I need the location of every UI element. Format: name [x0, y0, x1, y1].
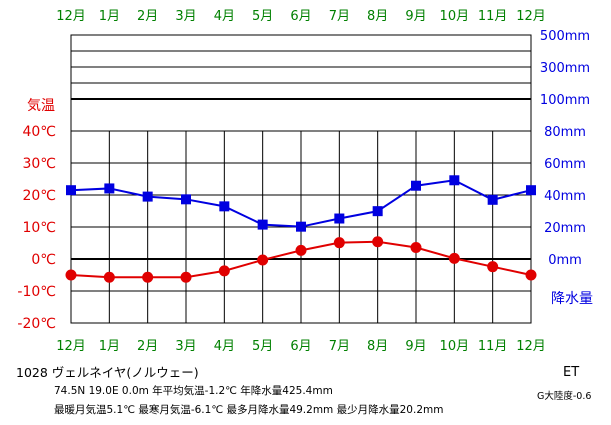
station-stats-line1: 74.5N 19.0E 0.0m 年平均気温-1.2℃ 年降水量425.4mm	[54, 385, 333, 397]
precipitation-point	[334, 213, 345, 224]
precipitation-point	[219, 201, 230, 212]
temperature-point	[525, 269, 537, 281]
month-label: 11月	[478, 339, 508, 354]
month-label: 2月	[137, 9, 158, 24]
precipitation-tick-label: 80mm	[544, 125, 586, 140]
month-label: 4月	[214, 339, 235, 354]
month-labels-top: 12月 1月 2月 3月 4月 5月 6月 7月 8月 9月 10月 11月 12月	[56, 9, 546, 24]
month-label: 12月	[56, 339, 86, 354]
precipitation-tick-label: 40mm	[544, 189, 586, 204]
temperature-tick-label: 0℃	[31, 252, 56, 268]
month-label: 11月	[478, 9, 508, 24]
station-name: 1028 ヴェルネイヤ(ノルウェー)	[16, 365, 199, 380]
month-label: 8月	[367, 9, 388, 24]
precipitation-point	[411, 180, 421, 191]
precipitation-tick-label: 500mm	[540, 29, 590, 44]
temperature-point	[65, 269, 77, 281]
temperature-point	[142, 271, 154, 283]
temperature-point	[448, 252, 460, 264]
month-label: 10月	[440, 9, 470, 24]
precipitation-point	[487, 194, 498, 205]
temperature-tick-label: 30℃	[22, 156, 56, 172]
temperature-point	[410, 241, 422, 253]
precipitation-tick-label: 300mm	[540, 61, 590, 76]
precipitation-point	[104, 183, 115, 194]
temperature-tick-label: 10℃	[22, 220, 56, 236]
month-label: 3月	[175, 339, 196, 354]
temperature-point	[180, 271, 192, 283]
month-label: 12月	[516, 339, 546, 354]
month-label: 1月	[99, 339, 120, 354]
temperature-point	[257, 254, 269, 266]
month-label: 1月	[99, 9, 120, 24]
month-label: 5月	[252, 9, 273, 24]
temperature-axis-title: 気温	[27, 98, 55, 114]
month-label: 9月	[405, 339, 426, 354]
precipitation-point	[372, 206, 383, 217]
temperature-tick-label: 40℃	[22, 124, 56, 140]
precipitation-point	[181, 194, 191, 205]
month-label: 12月	[516, 9, 546, 24]
station-stats-line2: 最暖月気温5.1℃ 最寒月気温-6.1℃ 最多月降水量49.2mm 最少月降水量…	[54, 404, 444, 416]
precipitation-point	[257, 219, 268, 230]
precipitation-tick-label: 20mm	[544, 221, 586, 236]
month-label: 2月	[137, 339, 158, 354]
precipitation-tick-labels: 500mm 300mm 100mm 80mm 60mm 40mm 20mm 0mm	[540, 29, 590, 268]
precipitation-tick-label: 0mm	[548, 253, 582, 268]
temperature-tick-label: 20℃	[22, 188, 56, 204]
month-label: 3月	[175, 9, 196, 24]
month-labels-bottom: 12月 1月 2月 3月 4月 5月 6月 7月 8月 9月 10月 11月 12月	[56, 339, 546, 354]
temperature-point	[333, 237, 345, 249]
month-label: 6月	[290, 9, 311, 24]
precipitation-axis-title: 降水量	[551, 291, 593, 307]
month-label: 6月	[290, 339, 311, 354]
month-label: 4月	[214, 9, 235, 24]
precipitation-point	[296, 221, 306, 232]
precipitation-tick-label: 60mm	[544, 157, 586, 172]
precipitation-point	[142, 191, 153, 202]
precipitation-point	[66, 185, 76, 196]
temperature-point	[295, 244, 307, 256]
month-label: 5月	[252, 339, 273, 354]
month-label: 7月	[329, 339, 350, 354]
temperature-tick-label: -10℃	[17, 284, 56, 300]
temperature-series	[65, 236, 537, 283]
month-label: 10月	[440, 339, 470, 354]
temperature-tick-labels: 40℃ 30℃ 20℃ 10℃ 0℃ -10℃ -20℃	[17, 124, 56, 332]
precipitation-point	[526, 185, 536, 196]
temperature-point	[218, 265, 230, 277]
continentality-index: G大陸度-0.6	[537, 391, 592, 402]
precipitation-series	[66, 175, 536, 232]
chart-grid	[70, 34, 532, 324]
month-label: 12月	[56, 9, 86, 24]
precipitation-point	[449, 175, 460, 186]
climate-classification: ET	[563, 365, 580, 380]
temperature-tick-label: -20℃	[17, 316, 56, 332]
month-label: 9月	[405, 9, 426, 24]
temperature-point	[372, 236, 384, 248]
month-label: 7月	[329, 9, 350, 24]
month-label: 8月	[367, 339, 388, 354]
temperature-point	[487, 261, 499, 273]
precipitation-tick-label: 100mm	[540, 93, 590, 108]
temperature-point	[103, 271, 115, 283]
